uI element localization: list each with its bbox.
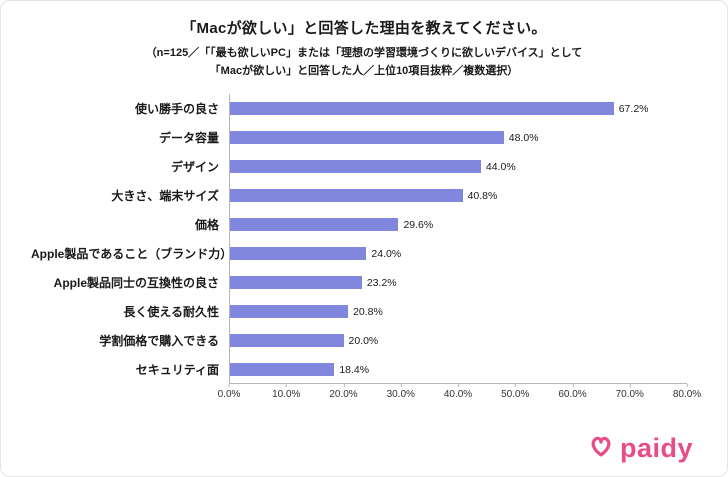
bar bbox=[229, 102, 614, 116]
value-label: 44.0% bbox=[485, 160, 516, 173]
category-label: 使い勝手の良さ bbox=[134, 102, 219, 117]
category-label: 学割価格で購入できる bbox=[99, 334, 219, 349]
paidy-logo-text: paidy bbox=[619, 433, 693, 463]
x-tick-label: 20.0% bbox=[329, 384, 358, 401]
value-label: 18.4% bbox=[339, 363, 370, 376]
category-label: 大きさ、端末サイズ bbox=[111, 189, 219, 204]
value-label: 24.0% bbox=[371, 247, 402, 260]
bar-row: 学割価格で購入できる 20.0% bbox=[31, 326, 687, 355]
bar bbox=[229, 189, 463, 203]
bar-row: Apple製品同士の互換性の良さ 23.2% bbox=[31, 268, 687, 297]
category-label: デザイン bbox=[170, 160, 219, 175]
x-tick-label: 30.0% bbox=[386, 384, 415, 401]
bar-track: 29.6% bbox=[229, 210, 687, 239]
bar bbox=[229, 334, 344, 348]
bar-row: セキュリティ面 18.4% bbox=[31, 355, 687, 384]
bar bbox=[229, 131, 504, 145]
bar-track: 67.2% bbox=[229, 94, 687, 123]
bar-track: 18.4% bbox=[229, 355, 687, 384]
bar-row: データ容量 48.0% bbox=[31, 123, 687, 152]
bar bbox=[229, 305, 349, 319]
bar-track: 23.2% bbox=[229, 268, 687, 297]
plot-area: 使い勝手の良さ 67.2% データ容量 48.0% デザイン 44.0% 大きさ、端末サイズ… bbox=[31, 94, 687, 385]
bar-row: 長く使える耐久性 20.8% bbox=[31, 297, 687, 326]
x-tick-label: 60.0% bbox=[558, 384, 587, 401]
category-label: 価格 bbox=[194, 218, 219, 233]
bar-track: 48.0% bbox=[229, 123, 687, 152]
bar bbox=[229, 218, 399, 232]
bar bbox=[229, 363, 335, 377]
bar-track: 20.0% bbox=[229, 326, 687, 355]
x-tick-label: 40.0% bbox=[443, 384, 473, 401]
x-tick-label: 10.0% bbox=[272, 384, 301, 401]
bar-track: 40.8% bbox=[229, 181, 687, 210]
value-label: 20.8% bbox=[353, 305, 383, 318]
bar-row: 使い勝手の良さ 67.2% bbox=[31, 94, 687, 123]
chart-subtitle-line1: （n=125／「「最も欲しいPC」または「理想の学習環境づくりに欲しいデバイス」… bbox=[145, 47, 583, 59]
bar-row: 価格 29.6% bbox=[31, 210, 687, 239]
paidy-logo: paidy bbox=[588, 433, 693, 464]
value-label: 67.2% bbox=[618, 102, 649, 115]
value-label: 23.2% bbox=[366, 276, 397, 289]
category-label: セキュリティ面 bbox=[135, 363, 219, 378]
category-label: Apple製品同士の互換性の良さ bbox=[53, 276, 219, 291]
bar-row: 大きさ、端末サイズ 40.8% bbox=[31, 181, 687, 210]
bar-track: 20.8% bbox=[229, 297, 687, 326]
x-tick-label: 80.0% bbox=[672, 384, 702, 401]
bar bbox=[229, 276, 362, 290]
chart-title: 「Macが欲しい」と回答した理由を教えてください。 bbox=[181, 20, 547, 37]
paidy-heart-icon bbox=[588, 433, 614, 464]
x-tick-label: 70.0% bbox=[615, 384, 644, 401]
bar-row: デザイン 44.0% bbox=[31, 152, 687, 181]
x-tick-label: 50.0% bbox=[501, 384, 530, 401]
value-label: 40.8% bbox=[467, 189, 498, 202]
bar-track: 44.0% bbox=[229, 152, 687, 181]
value-label: 29.6% bbox=[403, 218, 434, 231]
category-label: Apple製品であること（ブランド力） bbox=[31, 247, 233, 262]
bar-row: Apple製品であること（ブランド力） 24.0% bbox=[31, 239, 687, 268]
value-label: 48.0% bbox=[508, 131, 539, 144]
category-label: 長く使える耐久性 bbox=[123, 305, 219, 320]
x-axis: 0.0% 10.0% 20.0% 30.0% 40.0% 50.0% 60.0% 70.0% 8… bbox=[218, 384, 701, 404]
bar-chart: 使い勝手の良さ 67.2% データ容量 48.0% デザイン 44.0% 大きさ、端末サイズ… bbox=[31, 94, 701, 404]
category-label: データ容量 bbox=[158, 131, 219, 146]
value-label: 20.0% bbox=[348, 334, 379, 347]
chart-subtitle-line2: 「Macが欲しい」と回答した人／上位10項目抜粋／複数選択） bbox=[209, 64, 519, 77]
bar bbox=[229, 160, 481, 174]
bar bbox=[229, 247, 367, 261]
x-tick-label: 0.0% bbox=[217, 384, 241, 401]
bar-track: 24.0% bbox=[229, 239, 687, 268]
